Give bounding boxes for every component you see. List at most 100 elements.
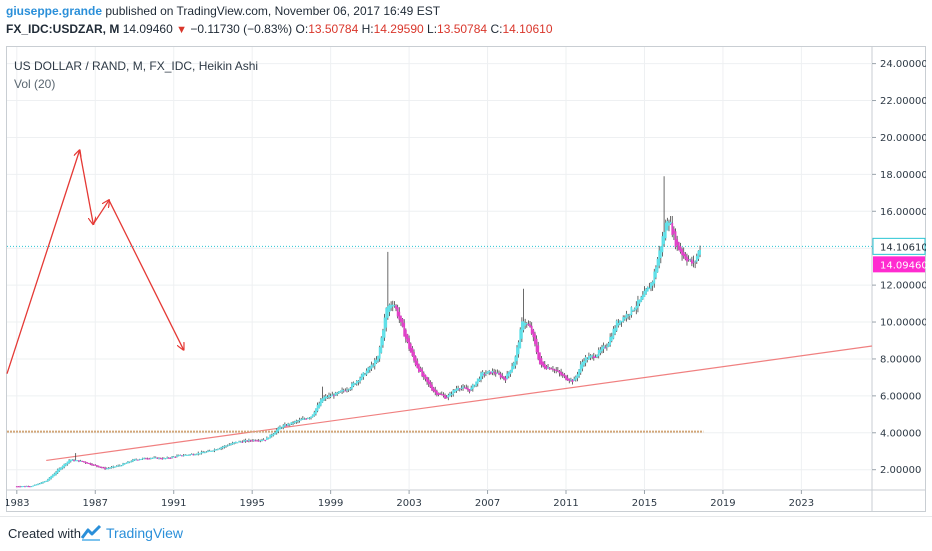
- candle-body: [686, 256, 688, 262]
- price-chart[interactable]: 2.00000 4.00000 6.00000 8.00000 10.00000 12.0…: [4, 46, 928, 512]
- candle-body: [63, 463, 66, 468]
- candle-body: [24, 486, 26, 488]
- candle-body: [310, 416, 312, 419]
- candle-body: [347, 389, 350, 391]
- candle-body: [666, 220, 669, 231]
- candle-body: [141, 458, 144, 460]
- candle-body: [316, 404, 319, 412]
- candle-body: [393, 305, 396, 307]
- candle-body: [444, 395, 446, 399]
- candle-body: [272, 433, 275, 436]
- candle-body: [42, 481, 44, 484]
- candle-body: [265, 437, 268, 440]
- candle-body: [30, 486, 33, 488]
- candle-body: [262, 439, 265, 441]
- y-tick-label: 2.00000: [880, 465, 921, 476]
- candle-body: [377, 355, 379, 362]
- candle-body: [449, 393, 451, 397]
- candle-body: [259, 440, 262, 442]
- candle-body: [231, 442, 234, 445]
- candle-body: [599, 349, 602, 353]
- candle-body: [212, 450, 214, 452]
- candle-body: [565, 375, 567, 380]
- candle-body: [650, 282, 652, 289]
- candle-body: [301, 418, 304, 420]
- candle-body: [117, 465, 120, 467]
- candle-body: [244, 440, 247, 442]
- candle-body: [305, 418, 308, 420]
- candle-body: [51, 474, 54, 478]
- candle-body: [66, 461, 69, 465]
- candle-body: [355, 380, 358, 384]
- candle-body: [633, 308, 636, 311]
- candle-body: [664, 222, 667, 239]
- candle-body: [488, 370, 491, 373]
- candle-body: [372, 365, 375, 367]
- candle-body: [104, 467, 106, 470]
- y-tick-label: 8.00000: [880, 354, 921, 365]
- x-tick-label: 2003: [396, 498, 421, 509]
- candle-body: [671, 222, 674, 235]
- candle-body: [32, 485, 35, 487]
- candle-body: [573, 378, 576, 381]
- candle-body: [571, 379, 574, 382]
- candle-body: [584, 356, 587, 364]
- candle-body: [669, 221, 672, 225]
- candle-body: [509, 370, 512, 375]
- candle-body: [413, 351, 415, 361]
- candle-body: [627, 315, 630, 317]
- candle-body: [602, 345, 605, 350]
- last-price-badge: [872, 237, 926, 255]
- last-price: 14.09460: [122, 22, 173, 36]
- candle-body: [283, 424, 286, 427]
- candle-body: [697, 250, 700, 259]
- candle-body: [99, 466, 102, 468]
- candle-body: [373, 360, 376, 367]
- candle-body: [426, 376, 428, 383]
- candle-body: [352, 382, 355, 387]
- candle-body: [382, 330, 384, 346]
- candle-body: [619, 320, 621, 325]
- tradingview-brand-link[interactable]: TradingView: [106, 525, 184, 541]
- candle-body: [239, 441, 242, 443]
- candle-body: [350, 383, 353, 389]
- candle-body: [91, 463, 93, 466]
- candle-body: [53, 473, 56, 477]
- chart-frame[interactable]: 2.00000 4.00000 6.00000 8.00000 10.00000 12.0…: [4, 46, 928, 512]
- candle-body: [586, 358, 589, 361]
- candle-body: [127, 461, 129, 464]
- candle-body: [275, 429, 278, 434]
- candle-body: [681, 249, 683, 256]
- candle-body: [45, 480, 48, 482]
- tradingview-logo-icon[interactable]: [80, 524, 102, 542]
- candle-body: [476, 378, 479, 384]
- candle-body: [398, 311, 401, 320]
- y-tick-label: 18.00000: [880, 170, 926, 181]
- candle-body: [388, 304, 391, 313]
- author-link[interactable]: giuseppe.grande: [6, 4, 103, 18]
- x-tick-label: 2007: [475, 498, 500, 509]
- candle-body: [519, 329, 522, 349]
- candle-body: [319, 399, 322, 406]
- candle-body: [522, 321, 525, 331]
- candle-body: [357, 380, 360, 383]
- publish-text: published on TradingView.com, November 0…: [105, 4, 441, 18]
- candle-body: [128, 461, 131, 463]
- grid: [7, 47, 872, 490]
- close-label: C:: [490, 22, 503, 36]
- candle-body: [297, 420, 299, 422]
- candle-body: [274, 432, 276, 435]
- candle-body: [189, 454, 191, 456]
- x-tick-label: 1983: [6, 498, 30, 509]
- candle-body: [267, 437, 270, 439]
- candle-body: [478, 378, 481, 382]
- candle-body: [203, 452, 206, 454]
- candle-body: [360, 374, 363, 380]
- price-change: −0.11730 (−0.83%): [190, 22, 293, 36]
- candle-body: [218, 448, 221, 450]
- candle-body: [617, 322, 620, 326]
- candle-body: [545, 366, 548, 370]
- candle-body: [561, 373, 564, 376]
- candle-body: [337, 391, 340, 394]
- candle-body: [251, 440, 254, 442]
